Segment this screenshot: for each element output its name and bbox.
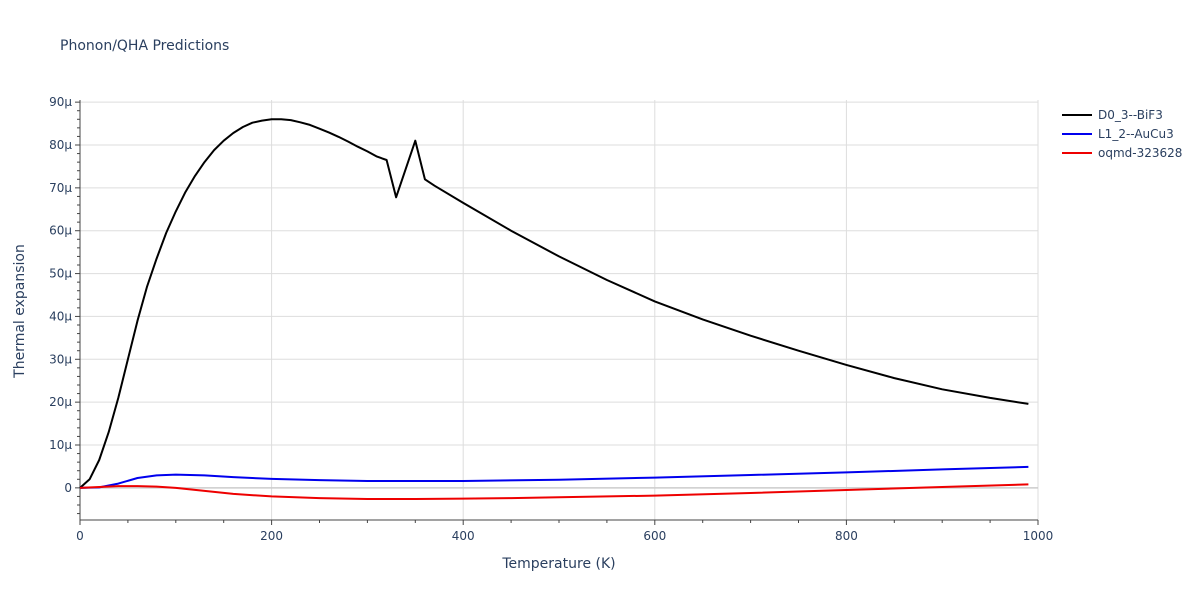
y-tick-label: 60μ [49, 224, 72, 238]
x-axis-title: Temperature (K) [501, 556, 615, 572]
y-tick-label: 70μ [49, 181, 72, 195]
series-line-0 [79, 118, 1029, 489]
x-tick-label: 1000 [1023, 529, 1054, 543]
tick-label-layer: 0 200 400 600 800 1000 0 10μ 20μ 30μ 40μ 50μ 60μ 70μ 8… [49, 95, 1053, 543]
series-layer [79, 118, 1029, 500]
legend-label-1: L1_2--AuCu3 [1098, 127, 1174, 141]
y-tick-label: 0 [64, 481, 72, 495]
legend: D0_3--BiF3 L1_2--AuCu3 oqmd-323628 [1062, 108, 1182, 160]
y-tick-label: 80μ [49, 138, 72, 152]
x-tick-label: 200 [260, 529, 283, 543]
y-tick-label: 20μ [49, 395, 72, 409]
chart-title: Phonon/QHA Predictions [60, 38, 229, 54]
series-line-1 [79, 465, 1029, 489]
legend-label-0: D0_3--BiF3 [1098, 108, 1163, 122]
x-tick-label: 600 [643, 529, 666, 543]
series-line-2 [79, 483, 1029, 500]
x-tick-label: 400 [452, 529, 475, 543]
y-tick-label: 40μ [49, 309, 72, 323]
grid-layer [80, 100, 1039, 520]
y-tick-label: 90μ [49, 95, 72, 109]
x-tick-label: 0 [76, 529, 84, 543]
y-axis-title: Thermal expansion [12, 244, 28, 379]
y-tick-label: 10μ [49, 438, 72, 452]
legend-label-2: oqmd-323628 [1098, 146, 1182, 160]
y-tick-label: 50μ [49, 267, 72, 281]
x-tick-label: 800 [835, 529, 858, 543]
axis-layer [75, 100, 1039, 525]
y-tick-label: 30μ [49, 352, 72, 366]
